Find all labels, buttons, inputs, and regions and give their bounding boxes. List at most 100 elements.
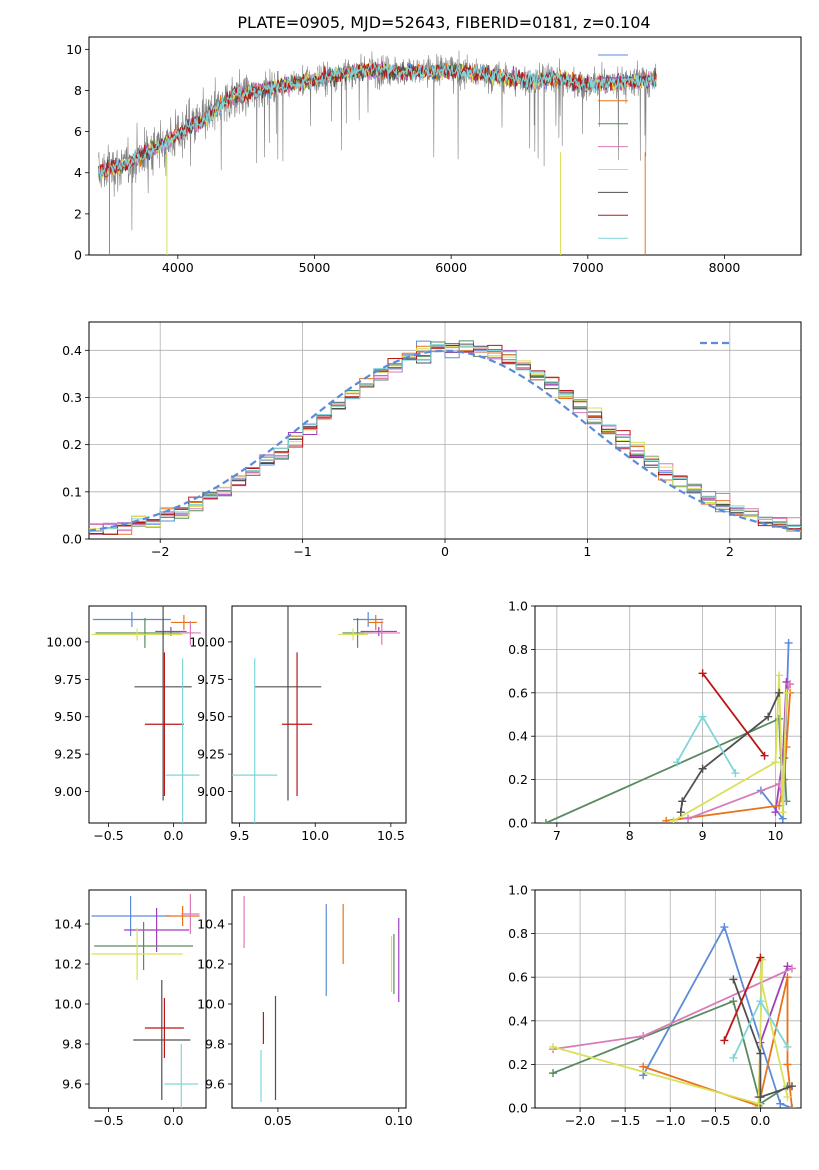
- axes-frame: [88, 889, 207, 1109]
- y-tick-label: 0.6: [508, 970, 528, 985]
- weight-marker-kroupa_miles: [662, 816, 671, 823]
- y-tick-label: 9.25: [197, 747, 225, 762]
- histogram-kroupa_stelib: [89, 344, 801, 532]
- weight-marker-kroupa_elodie: [771, 758, 780, 767]
- y-tick-label: 9.75: [197, 672, 225, 687]
- y-tick-label: 0.4: [508, 729, 528, 744]
- y-tick-label: 4: [74, 165, 82, 180]
- y-tick-label: 0.4: [62, 343, 82, 358]
- weight-marker-salpeter_elodie: [786, 680, 795, 689]
- z_weight-panel: −2.0 −1.5 −1.0 −0.5 0.0 0.0 0.2 0.4 0.6 0.8 1.0: [508, 883, 802, 1128]
- weight-line-chabrier_stelib: [732, 979, 793, 1099]
- x-tick-label: 0.0: [164, 1113, 184, 1128]
- weight-marker-kroupa_elodie: [756, 973, 765, 982]
- y-tick-label: 0.0: [508, 1101, 528, 1116]
- y-tick-label: 1.0: [508, 883, 528, 898]
- spectrum-legend: [598, 54, 628, 239]
- residuals-panel: −2 −1 0 1 2 0.0 0.1 0.2 0.3 0.4: [62, 321, 802, 559]
- y-tick-label: 8: [74, 83, 82, 98]
- y-tick-label: 9.25: [54, 747, 82, 762]
- weight-marker-chabrier_stelib: [698, 764, 707, 773]
- x-tick-label: 10.5: [377, 828, 405, 843]
- y-tick-label: 9.75: [54, 672, 82, 687]
- weight-marker-kroupa_miles: [783, 973, 792, 982]
- weight-marker-kroupa_elodie: [775, 671, 784, 680]
- y-tick-label: 1.0: [508, 599, 528, 614]
- y-tick-label: 10.0: [197, 997, 225, 1012]
- weight-marker-chabrier_elodie: [541, 819, 550, 823]
- y-tick-label: 9.00: [54, 784, 82, 799]
- weight-marker-salpeter_elodie: [639, 1032, 648, 1041]
- y-tick-label: 0: [74, 248, 82, 263]
- weight-marker-salpeter_stelib: [756, 953, 765, 962]
- y-tick-label: 0.4: [508, 1013, 528, 1028]
- x-tick-label: 8: [626, 828, 634, 843]
- axes-frame: [231, 889, 407, 1109]
- weight-marker-chabrier_stelib: [756, 1049, 765, 1058]
- weight-marker-kroupa_stelib: [729, 1053, 738, 1062]
- weight-marker-salpeter_elodie: [684, 814, 693, 823]
- weight-marker-kroupa_elodie: [778, 808, 787, 817]
- ebv_mass-plot-area: [243, 896, 400, 1102]
- x-tick-label: 4000: [162, 260, 194, 275]
- x-tick-label: −1.0: [655, 1113, 685, 1128]
- weight-line-kroupa_miles: [642, 977, 793, 1108]
- weight-marker-chabrier_stelib: [676, 808, 685, 817]
- gaussian-curve: [89, 349, 801, 532]
- weight-marker-chabrier_stelib: [787, 1082, 796, 1091]
- age_weight-panel: 7 8 9 10 0.0 0.2 0.4 0.6 0.8 1.0: [508, 599, 802, 843]
- weight-marker-chabrier_miles: [776, 1099, 785, 1108]
- y-tick-label: 0.3: [62, 390, 82, 405]
- y-tick-label: 9.6: [205, 1077, 225, 1092]
- x-tick-label: 0.0: [164, 828, 184, 843]
- y-tick-label: 0.8: [508, 642, 528, 657]
- y-tick-label: 0.0: [62, 532, 82, 547]
- weight-marker-kroupa_stelib: [731, 769, 740, 778]
- x-tick-label: −2: [151, 544, 169, 559]
- weight-marker-chabrier_stelib: [729, 975, 738, 984]
- weight-line-salpeter_stelib: [701, 672, 766, 757]
- weight-marker-kroupa_elodie: [783, 1093, 792, 1102]
- y-tick-label: 10: [66, 42, 82, 57]
- axes-frame: [88, 36, 802, 256]
- x-tick-label: −0.5: [93, 1113, 123, 1128]
- z_age-plot-area: [91, 606, 201, 823]
- weight-marker-salpeter_miles: [771, 808, 780, 817]
- y-tick-label: 10.2: [197, 957, 225, 972]
- y-tick-label: 0.6: [508, 685, 528, 700]
- y-tick-label: 6: [74, 124, 82, 139]
- figure-title: PLATE=0905, MJD=52643, FIBERID=0181, z=0…: [237, 13, 650, 32]
- x-tick-label: −2.0: [565, 1113, 595, 1128]
- mass_age-panel: 9.5 10.0 10.5 9.00 9.25 9.50 9.75 10.00: [189, 605, 407, 843]
- model-line-kroupa_stelib: [98, 61, 657, 179]
- ebv_mass-panel: 0.05 0.10 9.6 9.8 10.0 10.2 10.4: [197, 889, 413, 1128]
- y-tick-label: 9.8: [62, 1037, 82, 1052]
- x-tick-label: 0.0: [750, 1113, 770, 1128]
- weight-marker-salpeter_stelib: [698, 669, 707, 678]
- y-tick-label: 0.1: [62, 484, 82, 499]
- y-tick-label: 2: [74, 206, 82, 221]
- spectrum-panel: 4000 5000 6000 7000 8000 0 2 4 6 8 10: [66, 36, 802, 275]
- axes-frame: [88, 321, 802, 540]
- z_weight-plot-area: [549, 923, 796, 1108]
- x-tick-label: 8000: [709, 260, 741, 275]
- x-tick-label: 7: [553, 828, 561, 843]
- x-tick-label: 10: [768, 828, 784, 843]
- spectrum-plot-area: [98, 50, 657, 255]
- axes-frame: [534, 605, 802, 824]
- weight-marker-chabrier_miles: [720, 923, 729, 932]
- weight-marker-kroupa_miles: [787, 1104, 796, 1108]
- y-tick-label: 10.00: [189, 634, 225, 649]
- y-tick-label: 0.2: [508, 772, 528, 787]
- weight-marker-kroupa_elodie: [549, 1042, 558, 1051]
- x-tick-label: 5000: [299, 260, 331, 275]
- y-tick-label: 10.4: [54, 917, 82, 932]
- x-tick-label: −1.5: [610, 1113, 640, 1128]
- y-tick-label: 10.4: [197, 917, 225, 932]
- weight-marker-kroupa_stelib: [698, 712, 707, 721]
- y-tick-label: 9.6: [62, 1077, 82, 1092]
- y-tick-label: 0.2: [508, 1057, 528, 1072]
- weight-marker-kroupa_stelib: [783, 1042, 792, 1051]
- weight-marker-salpeter_miles: [783, 962, 792, 971]
